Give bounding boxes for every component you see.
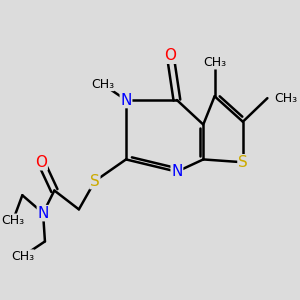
Text: N: N bbox=[171, 164, 183, 179]
Text: CH₃: CH₃ bbox=[11, 250, 34, 263]
Text: N: N bbox=[38, 206, 49, 220]
Text: CH₃: CH₃ bbox=[1, 214, 25, 227]
Text: O: O bbox=[164, 48, 176, 63]
Text: N: N bbox=[120, 92, 132, 107]
Text: S: S bbox=[90, 174, 100, 189]
Text: CH₃: CH₃ bbox=[203, 56, 226, 69]
Text: O: O bbox=[35, 155, 47, 170]
Text: CH₃: CH₃ bbox=[274, 92, 298, 105]
Text: CH₃: CH₃ bbox=[91, 77, 114, 91]
Text: S: S bbox=[238, 155, 248, 170]
